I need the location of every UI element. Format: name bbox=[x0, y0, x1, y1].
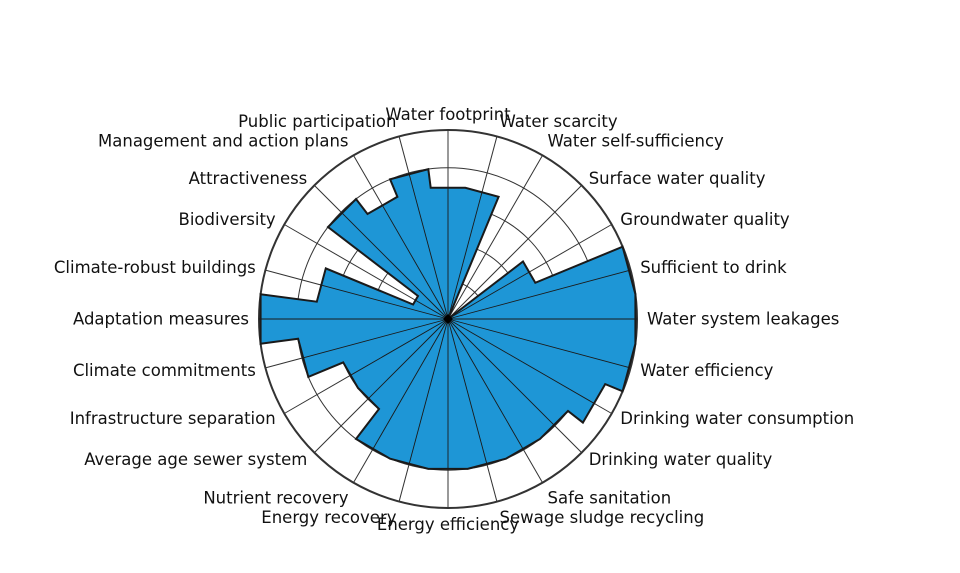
data-spoke-20 bbox=[415, 299, 449, 320]
center-marker bbox=[443, 314, 453, 324]
axis-label-18: Adaptation measures bbox=[73, 310, 249, 329]
axis-label-19: Climate-robust buildings bbox=[54, 258, 256, 277]
axis-label-0: Water footprint bbox=[385, 105, 511, 124]
data-spoke-21 bbox=[340, 211, 449, 320]
data-spoke-11 bbox=[447, 318, 488, 466]
axis-label-3: Surface water quality bbox=[589, 169, 766, 188]
data-spoke-4 bbox=[447, 271, 531, 320]
axis-label-1: Water scarcity bbox=[500, 112, 618, 131]
axis-label-9: Drinking water quality bbox=[589, 450, 773, 469]
data-spoke-22 bbox=[381, 204, 449, 320]
axis-label-6: Water system leakages bbox=[647, 310, 839, 329]
axis-label-11: Sewage sludge recycling bbox=[500, 508, 705, 527]
axis-label-22: Management and action plans bbox=[98, 132, 348, 151]
data-spoke-13 bbox=[408, 318, 449, 466]
grid-spoke bbox=[447, 155, 543, 320]
data-spoke-8 bbox=[447, 318, 596, 405]
data-spoke-1 bbox=[447, 191, 483, 320]
data-spoke-10 bbox=[447, 318, 524, 451]
axis-label-14: Nutrient recovery bbox=[203, 488, 348, 507]
axis-label-5: Sufficient to drink bbox=[640, 258, 787, 277]
data-spoke-23 bbox=[408, 172, 449, 320]
axis-label-15: Average age sewer system bbox=[84, 450, 307, 469]
axis-label-4: Groundwater quality bbox=[620, 210, 790, 229]
axis-label-10: Safe sanitation bbox=[548, 488, 672, 507]
axis-label-21: Attractiveness bbox=[189, 169, 308, 188]
axis-label-2: Water self-sufficiency bbox=[548, 132, 725, 151]
axis-label-20: Biodiversity bbox=[179, 210, 276, 229]
axis-label-7: Water efficiency bbox=[640, 361, 773, 380]
data-spoke-9 bbox=[447, 318, 556, 427]
axis-label-8: Drinking water consumption bbox=[620, 409, 854, 428]
data-spoke-5 bbox=[447, 269, 631, 320]
data-spoke-17 bbox=[301, 318, 449, 359]
axis-label-16: Infrastructure separation bbox=[70, 409, 276, 428]
axis-label-23: Public participation bbox=[238, 112, 396, 131]
data-spoke-16 bbox=[349, 318, 449, 377]
data-spoke-19 bbox=[320, 284, 449, 320]
data-spoke-7 bbox=[447, 318, 631, 369]
axis-label-12: Energy efficiency bbox=[377, 515, 519, 534]
data-spoke-15 bbox=[367, 318, 449, 400]
axis-label-13: Energy recovery bbox=[261, 508, 396, 527]
data-spoke-14 bbox=[372, 318, 449, 451]
grid-spoke bbox=[447, 185, 582, 320]
radar-data-layer bbox=[259, 167, 637, 471]
axis-label-17: Climate commitments bbox=[73, 361, 256, 380]
